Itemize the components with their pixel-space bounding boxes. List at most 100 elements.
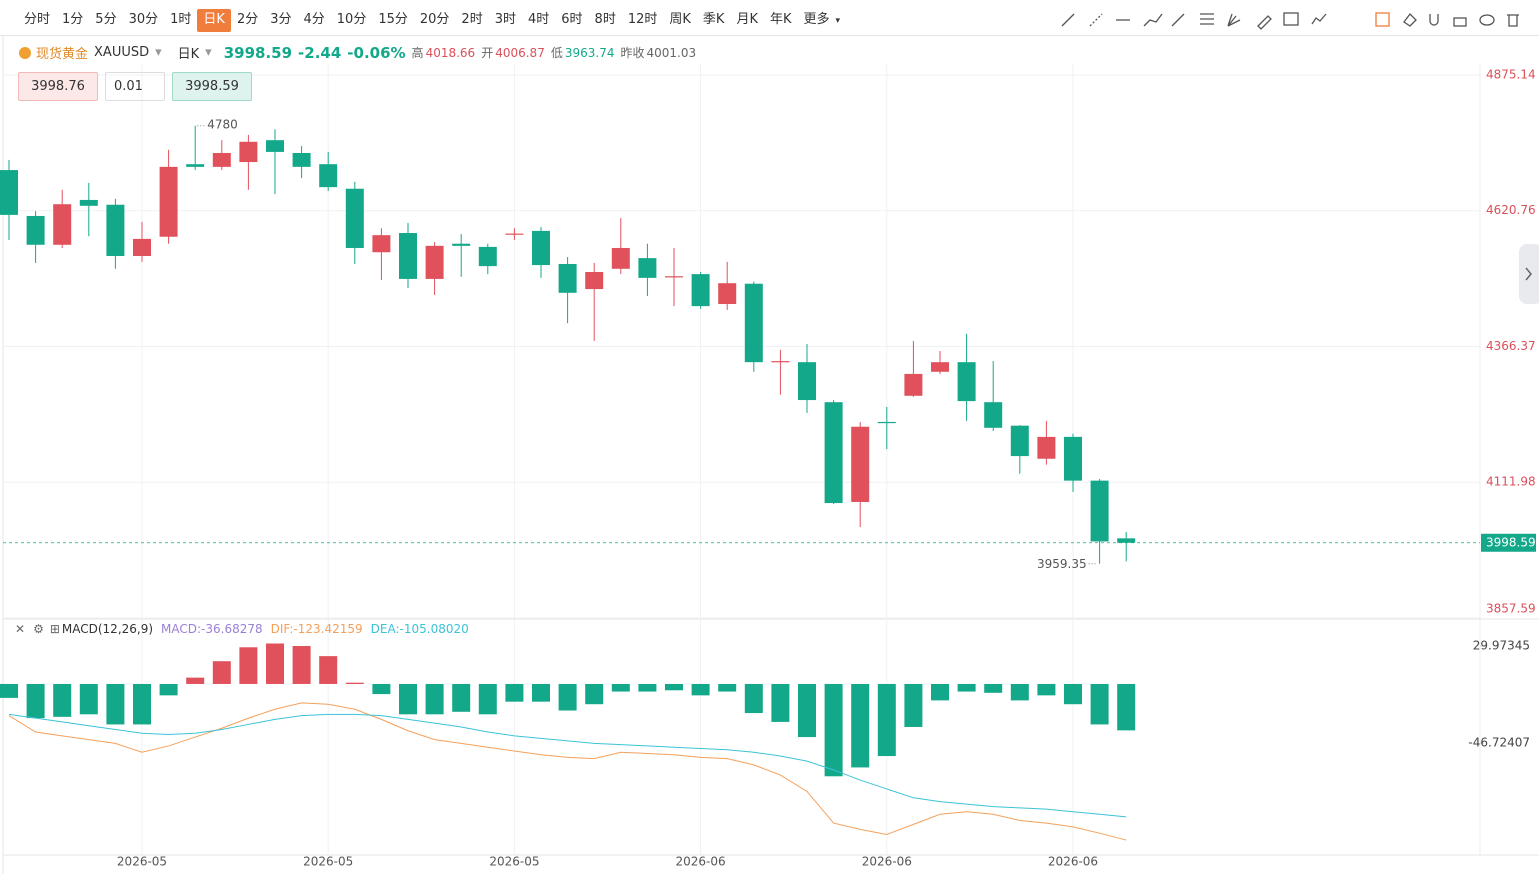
macd-bar xyxy=(478,683,497,715)
x-tick-label: 2026-06 xyxy=(1048,855,1098,869)
macd-bar xyxy=(266,643,284,684)
period-tab[interactable]: 日K xyxy=(197,9,231,32)
x-tick-label: 2026-06 xyxy=(862,855,912,869)
candle-body xyxy=(53,204,72,245)
buy-button[interactable]: 3998.59 xyxy=(172,72,252,101)
tool-icon[interactable] xyxy=(1143,13,1163,27)
macd-bar xyxy=(585,683,604,705)
macd-bar xyxy=(159,683,178,696)
period[interactable]: 日K xyxy=(177,47,200,62)
y-tick-label: 4366.37 xyxy=(1486,339,1536,353)
sell-button[interactable]: 3998.76 xyxy=(18,72,98,101)
period-tab[interactable]: 6时 xyxy=(561,12,583,27)
period-tab[interactable]: 8时 xyxy=(594,12,616,27)
tool-icon[interactable] xyxy=(1311,13,1327,25)
candle-body xyxy=(186,164,205,167)
macd-bar xyxy=(106,683,125,725)
tool-icon[interactable] xyxy=(1403,13,1417,27)
tool-icon[interactable] xyxy=(1200,13,1214,25)
period-tab[interactable]: 季K xyxy=(702,12,725,27)
settings-icon[interactable]: ⚙ xyxy=(33,622,44,636)
tool-icon[interactable] xyxy=(1257,15,1272,30)
tool-icon[interactable] xyxy=(1171,13,1185,27)
change: -2.44 xyxy=(298,43,342,62)
lot-input[interactable]: 0.01 xyxy=(105,72,165,101)
legend-entry: DEA:-105.08020 xyxy=(370,622,469,636)
period-tab[interactable]: 3时 xyxy=(494,12,516,27)
candle-body xyxy=(425,245,444,279)
period-tab[interactable]: 2分 xyxy=(236,12,259,27)
period-tab[interactable]: 1时 xyxy=(170,12,192,27)
y-tick-label: -46.72407 xyxy=(1468,736,1530,750)
macd-bar xyxy=(984,683,1003,693)
macd-bar xyxy=(824,683,843,777)
close-icon[interactable]: ✕ xyxy=(15,622,26,636)
candle-body xyxy=(0,170,18,215)
period-tab[interactable]: 周K xyxy=(669,12,691,27)
candle-body xyxy=(877,421,896,424)
period-tab[interactable]: 4时 xyxy=(527,12,550,27)
period-tab[interactable]: 10分 xyxy=(336,12,367,27)
side-tab-bg[interactable] xyxy=(1519,244,1539,304)
low-annotation: 3959.35 xyxy=(1037,557,1087,571)
label: 开 xyxy=(481,46,494,60)
period-tab[interactable]: 12时 xyxy=(627,12,658,27)
candle-body xyxy=(159,166,178,237)
period-tab[interactable]: 月K xyxy=(736,12,758,27)
side-tab[interactable] xyxy=(1519,244,1539,304)
period-tabs: 分时 1分 5分 30分 1时 日K 2分 3分 4分 10分 15分 20分 2时 3时 4时 6时 8时 12… xyxy=(18,9,852,32)
symbol[interactable]: XAUUSD xyxy=(94,45,150,60)
period-tab[interactable]: 20分 xyxy=(419,12,450,27)
low: 3963.74 xyxy=(564,45,615,60)
macd-bar xyxy=(292,646,311,684)
period-tab[interactable]: 15分 xyxy=(378,12,408,27)
x-tick-label: 2026-05 xyxy=(489,855,539,869)
macd-bar xyxy=(1037,683,1056,696)
candle-body xyxy=(718,283,737,305)
period-tab[interactable]: 分时 xyxy=(24,12,51,27)
candle-body xyxy=(558,263,577,293)
tool-icon[interactable] xyxy=(1479,14,1495,26)
more-button[interactable]: 更多 ▾ xyxy=(798,9,853,32)
open: 4006.87 xyxy=(495,45,545,60)
period-tab[interactable]: 年K xyxy=(769,12,792,27)
instrument-name[interactable]: 现货黄金 xyxy=(36,47,89,62)
expand-icon[interactable]: ⊞ xyxy=(49,622,60,636)
period-tab[interactable]: 2时 xyxy=(461,12,483,27)
period-tab[interactable]: 4分 xyxy=(303,12,325,27)
label: 低 xyxy=(550,46,563,60)
macd-bar xyxy=(1010,683,1029,701)
candle-body xyxy=(505,233,524,235)
candle-body xyxy=(691,274,710,307)
tool-icon[interactable] xyxy=(1061,13,1075,27)
macd-bar xyxy=(425,683,444,715)
tool-icon[interactable] xyxy=(1283,12,1299,26)
high-annotation: 4780 xyxy=(207,117,238,131)
candle-body xyxy=(319,164,338,188)
candle-body xyxy=(1010,425,1029,457)
macd-bar xyxy=(212,661,231,684)
candle-body xyxy=(79,199,98,206)
macd-bar xyxy=(798,683,816,738)
tool-icon[interactable] xyxy=(1453,17,1467,27)
tool-icon[interactable] xyxy=(1375,12,1390,27)
tool-icon[interactable] xyxy=(1227,13,1241,27)
macd-bar xyxy=(718,683,737,692)
period-tab[interactable]: 1分 xyxy=(62,12,84,27)
candle-body xyxy=(1037,436,1056,459)
macd-bar xyxy=(851,683,870,768)
period-tab[interactable]: 5分 xyxy=(95,12,117,27)
candle-body xyxy=(824,402,843,504)
tool-icon[interactable] xyxy=(1429,14,1439,26)
high: 4018.66 xyxy=(425,45,476,60)
macd-bar xyxy=(505,683,524,702)
tool-icon[interactable] xyxy=(1507,14,1519,27)
tool-icon[interactable] xyxy=(1089,13,1103,27)
macd-line xyxy=(8,702,1127,841)
macd-bar xyxy=(1117,683,1136,731)
candle-body xyxy=(1117,538,1136,543)
period-tab[interactable]: 30分 xyxy=(128,12,159,27)
macd-bar xyxy=(957,683,976,692)
period-tab[interactable]: 3分 xyxy=(270,12,292,27)
